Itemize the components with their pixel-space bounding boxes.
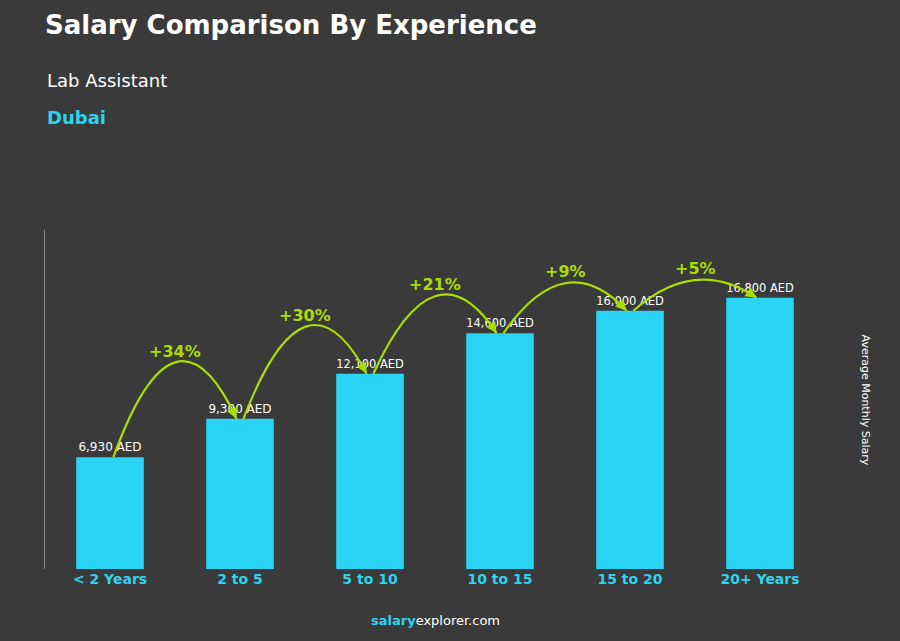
svg-text:14,600 AED: 14,600 AED bbox=[466, 316, 534, 330]
svg-text:16,800 AED: 16,800 AED bbox=[726, 281, 794, 295]
svg-text:15 to 20: 15 to 20 bbox=[597, 571, 662, 587]
svg-text:+30%: +30% bbox=[279, 306, 331, 325]
svg-text:+34%: +34% bbox=[149, 342, 201, 361]
svg-text:salaryexplorer.com: salaryexplorer.com bbox=[371, 613, 500, 628]
svg-text:+5%: +5% bbox=[675, 259, 716, 278]
svg-text:6,930 AED: 6,930 AED bbox=[78, 440, 141, 454]
svg-text:5 to 10: 5 to 10 bbox=[342, 571, 398, 587]
svg-text:Average Monthly Salary: Average Monthly Salary bbox=[859, 335, 872, 466]
svg-text:Salary Comparison By Experienc: Salary Comparison By Experience bbox=[45, 10, 537, 40]
svg-text:12,100 AED: 12,100 AED bbox=[336, 357, 404, 371]
svg-text:+9%: +9% bbox=[545, 262, 586, 281]
svg-text:16,000 AED: 16,000 AED bbox=[596, 294, 664, 308]
svg-text:< 2 Years: < 2 Years bbox=[73, 571, 147, 587]
svg-text:10 to 15: 10 to 15 bbox=[467, 571, 532, 587]
svg-text:+21%: +21% bbox=[409, 275, 461, 294]
svg-text:Dubai: Dubai bbox=[47, 107, 106, 128]
svg-text:20+ Years: 20+ Years bbox=[720, 571, 799, 587]
svg-text:9,300 AED: 9,300 AED bbox=[208, 402, 271, 416]
svg-text:2 to 5: 2 to 5 bbox=[217, 571, 263, 587]
svg-text:Lab Assistant: Lab Assistant bbox=[47, 70, 167, 91]
